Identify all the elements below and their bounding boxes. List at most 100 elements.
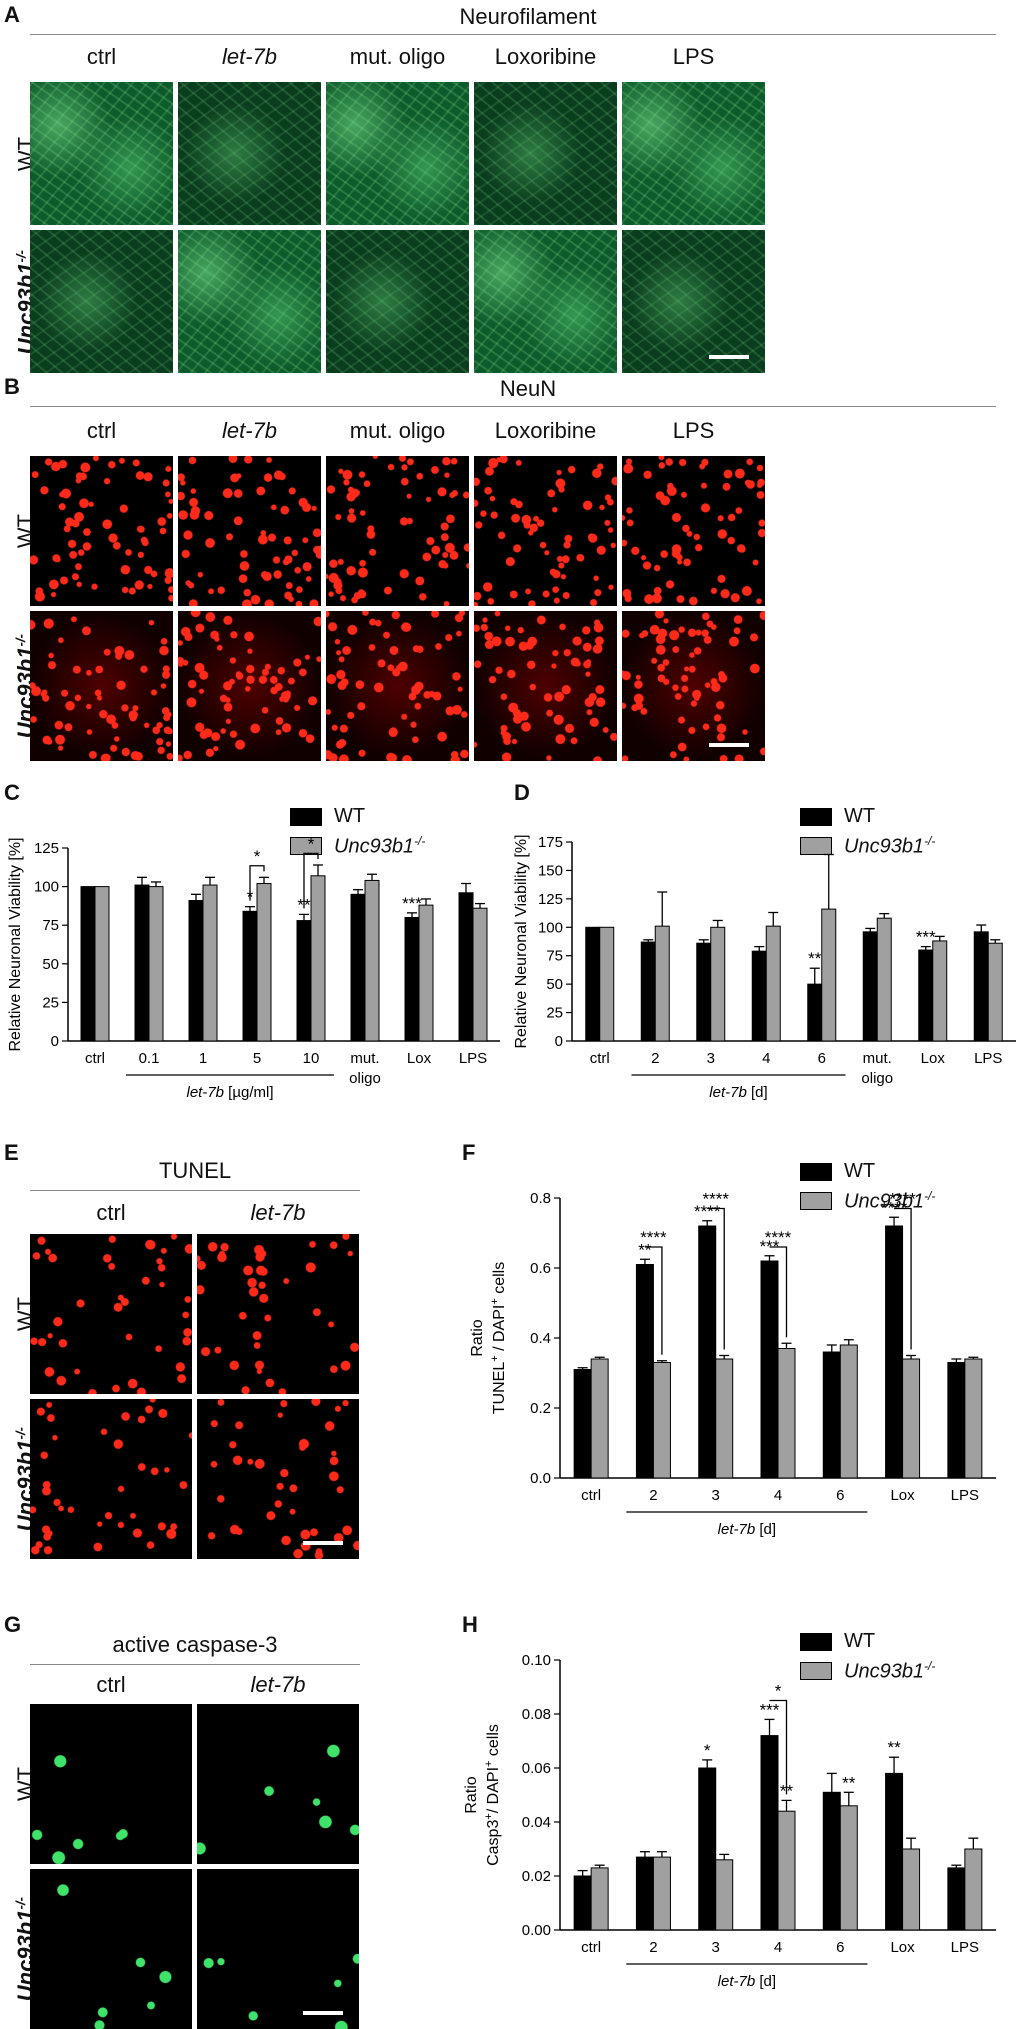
bar-ko [987,942,1003,1042]
panel-b-title-line [30,406,996,407]
x-tick-label: 0.1 [139,1050,160,1067]
x-tick-label: 3 [712,1939,720,1956]
bar-wt [973,931,989,1042]
y-axis-label-line: Relative Neuronal Viability [%] [513,834,530,1048]
x-tick-label: 4 [774,1487,782,1504]
panel-letter-h: H [462,1612,478,1637]
micrograph [30,456,173,606]
x-tick-label: Lox [407,1050,432,1067]
micrograph [474,230,617,373]
legend-label-ko: Unc93b1-/- [844,1189,936,1213]
scale-bar [303,2011,343,2015]
bar-ko [590,1358,609,1479]
panel-a-title: Neurofilament [459,4,597,29]
y-axis-label-line: Ratio [463,1776,480,1813]
y-tick-label: 25 [546,1005,563,1022]
x-tick-label: 6 [818,1050,826,1067]
bracket-star: * [254,847,261,866]
bar-wt [458,892,474,1042]
scale-bar [709,743,749,747]
panel-g-title: active caspase-3 [112,1632,278,1657]
y-tick-label: 50 [42,956,59,973]
column-label: ctrl [86,418,117,443]
micrograph [197,1399,359,1559]
bar-ko [876,917,892,1042]
micrograph [30,1869,192,2029]
x-tick-label: LPS [951,1487,979,1504]
column-label: mut. oligo [349,44,446,69]
legend-label-ko: Unc93b1-/- [844,834,936,858]
bar-ko [310,875,326,1042]
bar-wt [698,1767,717,1931]
y-axis-label-line: Relative Neuronal Viability [%] [7,837,24,1051]
x-tick-label: 2 [649,1939,657,1956]
bar-wt [350,893,366,1042]
bar-wt [80,886,96,1042]
significance-star: *** [402,894,422,913]
scale-bar [303,1541,343,1545]
significance-star: ** [808,949,822,968]
bar-wt [885,1772,904,1931]
bar-ko [765,925,781,1042]
bracket-star: * [775,1682,782,1701]
bar-ko [418,904,434,1042]
bar-wt [696,942,712,1042]
y-tick-label: 50 [546,976,563,993]
micrograph [178,456,321,606]
legend-h: WT Unc93b1-/- [800,1630,935,1690]
bar-ko [932,940,948,1042]
scale-bar [709,355,749,359]
micrograph [197,1234,359,1394]
y-axis-label-line: Casp3+/ DAPI+ cells [483,1724,502,1866]
significance-star: ** [842,1773,856,1792]
significance-star: ** [638,1240,652,1259]
bar-ko [902,1358,921,1479]
group-label: let-7b [d] [709,1084,767,1101]
significance-star: *** [760,1700,780,1719]
significance-star: *** [916,928,936,947]
x-tick-label: 3 [712,1487,720,1504]
micrograph [30,611,173,761]
bar-wt [760,1735,779,1931]
x-tick-label: 1 [199,1050,207,1067]
column-label: Loxoribine [494,418,597,443]
x-tick-label: 6 [836,1939,844,1956]
y-tick-label: 75 [42,917,59,934]
column-label: ctrl [96,1672,126,1697]
micrograph [30,1704,192,1864]
bar-wt [188,899,204,1042]
column-label: ctrl [86,44,117,69]
y-tick-label: 0.4 [530,1330,551,1347]
x-tick-label: 2 [651,1050,659,1067]
significance-star: * [704,1741,711,1760]
y-tick-label: 100 [34,879,59,896]
significance-star: ** [887,1738,901,1757]
significance-star: **** [694,1202,721,1221]
x-tick-label: ctrl [581,1487,601,1504]
bar-wt [947,1867,966,1931]
column-label: LPS [672,418,715,443]
y-tick-label: 0.04 [522,1814,551,1831]
column-label: let-7b [221,418,278,443]
micrograph [30,230,173,373]
legend-swatch-wt [290,807,322,826]
micrograph [197,1869,359,2029]
y-tick-label: 25 [42,994,59,1011]
bracket-star: **** [765,1228,792,1247]
significance-bracket [707,1207,725,1350]
legend-swatch-ko [800,837,832,856]
bar-wt [862,931,878,1042]
x-tick-label: LPS [974,1050,1002,1067]
micrograph [474,611,617,761]
x-tick-label: 5 [253,1050,261,1067]
bar-ko [777,1810,796,1931]
column-label: LPS [672,44,715,69]
bar-ko [715,1859,734,1931]
x-tick-label: 3 [707,1050,715,1067]
x-tick-label: LPS [951,1939,979,1956]
group-label: let-7b [µg/ml] [186,1084,273,1101]
micrograph [326,230,469,373]
significance-bracket [894,1207,912,1350]
x-tick-label: Lox [890,1487,915,1504]
bar-ko [202,884,218,1042]
